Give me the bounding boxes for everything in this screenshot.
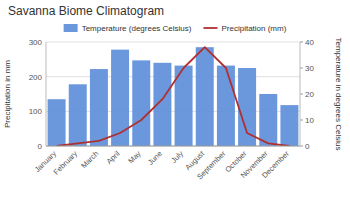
y-tick-label: 300 <box>29 38 43 47</box>
bar <box>238 68 256 146</box>
y2-tick-label: 10 <box>305 116 314 125</box>
bar <box>69 84 87 146</box>
grid-line <box>46 76 300 77</box>
bar <box>259 94 277 146</box>
x-tick-label: May <box>126 149 143 166</box>
y2-tick-label: 0 <box>305 142 310 151</box>
grid-line <box>46 146 300 147</box>
x-axis <box>46 146 300 147</box>
title: Savanna Biome Climatogram <box>8 4 164 18</box>
chart: Savanna Biome Climatogram 0 100 200 300 0 10 20… <box>0 0 350 200</box>
legend-label: Precipitation (mm) <box>221 24 286 33</box>
grid-line <box>46 42 300 43</box>
y2-tick-label: 40 <box>305 38 314 47</box>
y2-tick-label: 20 <box>305 90 314 99</box>
bar <box>111 50 129 146</box>
bar <box>48 99 66 146</box>
y2-axis <box>300 42 301 146</box>
x-tick-label: December <box>260 149 291 180</box>
bar <box>196 47 214 146</box>
x-tick-label: September <box>195 149 228 182</box>
line <box>57 47 290 146</box>
y2-tick-label: 30 <box>305 64 314 73</box>
y-tick-label: 0 <box>38 142 43 151</box>
bar <box>217 66 235 146</box>
x-tick-label: March <box>79 149 100 170</box>
y-tick-label: 200 <box>29 73 43 82</box>
y-tick-label: 100 <box>29 107 43 116</box>
y2-axis-label: Temperature in degrees Celsius <box>334 38 343 151</box>
legend-label: Temperature (degrees Celsius) <box>82 24 192 33</box>
legend: Temperature (degrees Celsius) Precipitati… <box>64 24 287 33</box>
bar <box>280 105 298 146</box>
legend-swatch <box>203 27 217 29</box>
x-tick-label: April <box>105 149 122 166</box>
plot-area <box>48 47 299 146</box>
y-axis-label: Precipitation in mm <box>3 60 12 128</box>
x-tick-label: July <box>169 149 185 165</box>
bar <box>132 60 150 146</box>
bar <box>90 69 108 146</box>
x-tick-label: February <box>52 149 80 177</box>
x-tick-label: June <box>146 149 164 167</box>
y-axis <box>46 42 47 146</box>
legend-swatch <box>64 24 78 32</box>
